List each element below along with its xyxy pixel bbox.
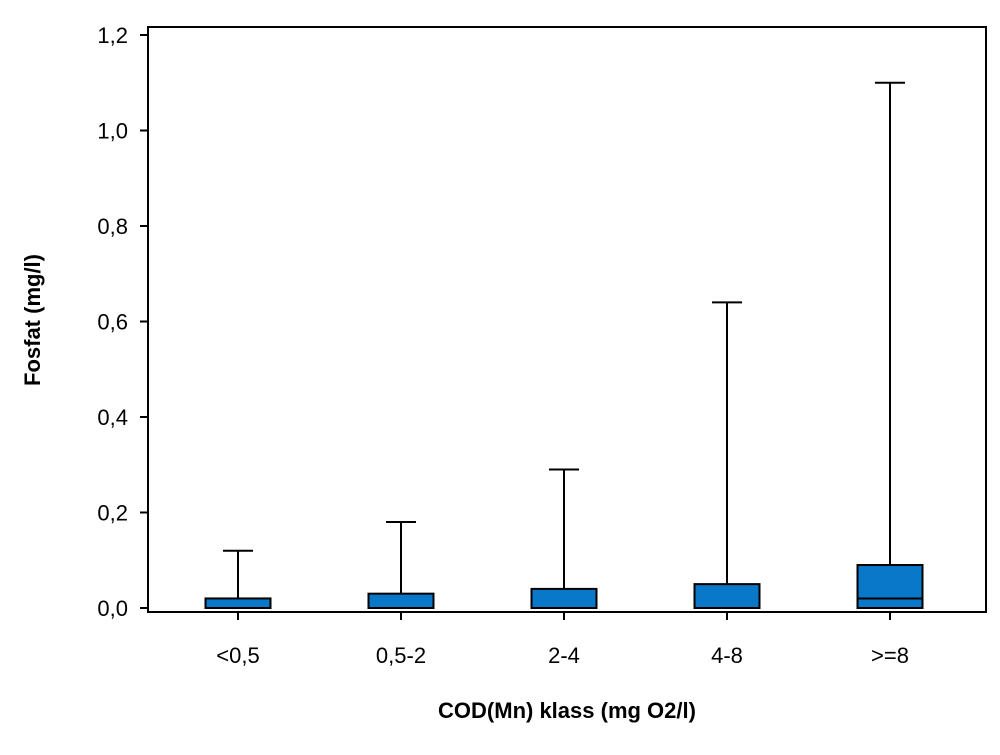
- y-tick-label: 0,6: [97, 310, 128, 335]
- x-axis-title: COD(Mn) klass (mg O2/l): [438, 698, 696, 723]
- plot-frame: [147, 26, 987, 613]
- y-tick-label: 1,2: [97, 23, 128, 48]
- box: [204, 597, 272, 610]
- box: [693, 583, 761, 609]
- x-tick-label: <0,5: [216, 643, 259, 668]
- box: [367, 592, 435, 609]
- y-axis: 0,0 0,2 0,4 0,6 0,8 1,0 1,2: [97, 23, 148, 621]
- y-tick-label: 0,8: [97, 214, 128, 239]
- x-tick-label: 2-4: [548, 643, 580, 668]
- y-tick-label: 1,0: [97, 119, 128, 144]
- x-tick-label: 0,5-2: [376, 643, 426, 668]
- x-tick-label: >=8: [871, 643, 909, 668]
- y-axis-title: Fosfat (mg/l): [20, 254, 45, 386]
- x-tick-label: 4-8: [711, 643, 743, 668]
- y-tick-label: 0,0: [97, 596, 128, 621]
- y-tick-label: 0,2: [97, 501, 128, 526]
- box: [530, 587, 598, 610]
- x-axis: <0,5 0,5-2 2-4 4-8 >=8: [216, 612, 909, 668]
- y-tick-label: 0,4: [97, 405, 128, 430]
- box: [856, 564, 924, 610]
- box-series: [204, 81, 924, 610]
